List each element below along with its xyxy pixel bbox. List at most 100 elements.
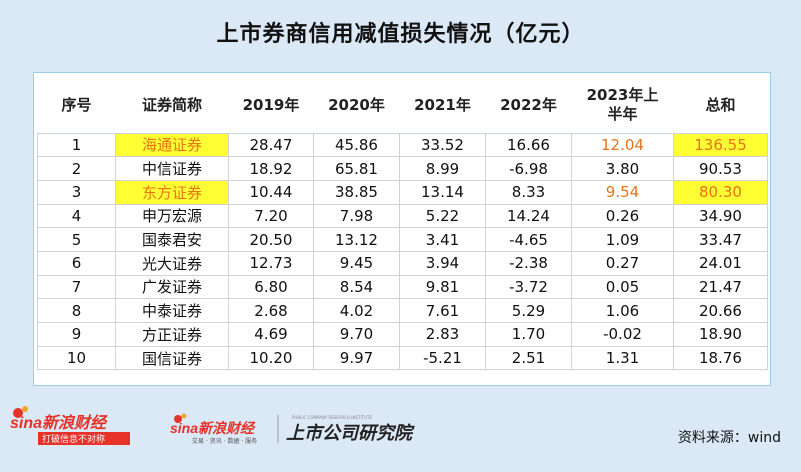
header-2020: 2020年: [313, 78, 400, 134]
cell-y2022: 5.29: [485, 298, 572, 323]
cell-total: 24.01: [673, 250, 768, 276]
cell-y2022: 8.33: [485, 179, 572, 205]
cell-h2023: 1.09: [571, 227, 674, 252]
cell-name: 中泰证券: [115, 298, 229, 323]
cell-y2020: 9.97: [313, 345, 400, 371]
cell-name: 中信证券: [115, 156, 229, 181]
cell-y2020: 8.54: [313, 274, 400, 300]
sina2-main-text: sina新浪财经: [170, 420, 256, 436]
cell-h2023: 0.26: [571, 203, 674, 229]
table-row: 7 广发证券 6.80 8.54 9.81 -3.72 0.05 21.47: [37, 274, 768, 300]
cell-name: 东方证券: [115, 179, 229, 205]
cell-total: 21.47: [673, 274, 768, 300]
source-note: 资料来源：wind: [677, 430, 781, 446]
cell-y2021: 9.81: [399, 274, 486, 300]
cell-y2020: 9.45: [313, 250, 400, 276]
table-header-row: 序号 证券简称 2019年 2020年 2021年 2022年 2023年上半年…: [37, 78, 768, 134]
cell-y2020: 9.70: [313, 322, 400, 347]
cell-y2021: 13.14: [399, 179, 486, 205]
cell-h2023: 0.27: [571, 250, 674, 276]
cell-h2023: 0.05: [571, 274, 674, 300]
table-row: 2 中信证券 18.92 65.81 8.99 -6.98 3.80 90.53: [37, 156, 768, 181]
institute-small-text: PUBLIC COMPANY RESEARCH INSTITUTE: [292, 415, 372, 420]
table-row: 10 国信证券 10.20 9.97 -5.21 2.51 1.31 18.76: [37, 345, 768, 371]
cell-total: 20.66: [673, 298, 768, 323]
cell-name: 方正证券: [115, 322, 229, 347]
table-row: 3 东方证券 10.44 38.85 13.14 8.33 9.54 80.30: [37, 179, 768, 205]
table-row: 8 中泰证券 2.68 4.02 7.61 5.29 1.06 20.66: [37, 298, 768, 323]
cell-no: 5: [37, 227, 116, 252]
cell-total: 90.53: [673, 156, 768, 181]
cell-total: 18.76: [673, 345, 768, 371]
sina2-tag-text: 交易 · 资讯 · 数据 · 服务: [192, 437, 257, 445]
cell-y2021: 2.83: [399, 322, 486, 347]
cell-y2019: 10.20: [228, 345, 314, 371]
cell-y2020: 7.98: [313, 203, 400, 229]
cell-y2021: -5.21: [399, 345, 486, 371]
impairment-table: 序号 证券简称 2019年 2020年 2021年 2022年 2023年上半年…: [37, 78, 768, 371]
cell-y2019: 28.47: [228, 133, 314, 158]
cell-no: 8: [37, 298, 116, 323]
cell-y2022: -2.38: [485, 250, 572, 276]
cell-y2021: 3.41: [399, 227, 486, 252]
cell-no: 6: [37, 250, 116, 276]
sina1-main-text: sina新浪财经: [10, 414, 108, 432]
header-2022: 2022年: [485, 78, 572, 134]
table-row: 1 海通证券 28.47 45.86 33.52 16.66 12.04 136.55: [37, 133, 768, 158]
table-row: 6 光大证券 12.73 9.45 3.94 -2.38 0.27 24.01: [37, 250, 768, 276]
cell-y2022: 16.66: [485, 133, 572, 158]
cell-no: 3: [37, 179, 116, 205]
cell-name: 海通证券: [115, 133, 229, 158]
cell-h2023: -0.02: [571, 322, 674, 347]
cell-y2019: 7.20: [228, 203, 314, 229]
cell-total: 136.55: [673, 133, 768, 158]
cell-h2023: 1.06: [571, 298, 674, 323]
cell-y2019: 2.68: [228, 298, 314, 323]
cell-y2021: 5.22: [399, 203, 486, 229]
cell-name: 申万宏源: [115, 203, 229, 229]
institute-text: 上市公司研究院: [286, 423, 415, 444]
cell-no: 7: [37, 274, 116, 300]
table-row: 4 申万宏源 7.20 7.98 5.22 14.24 0.26 34.90: [37, 203, 768, 229]
cell-y2019: 4.69: [228, 322, 314, 347]
cell-y2019: 18.92: [228, 156, 314, 181]
header-2019: 2019年: [228, 78, 314, 134]
cell-y2019: 20.50: [228, 227, 314, 252]
cell-y2020: 38.85: [313, 179, 400, 205]
cell-y2022: 2.51: [485, 345, 572, 371]
cell-y2022: 1.70: [485, 322, 572, 347]
sina-finance-logo: sina新浪财经 打破信息不对称: [10, 406, 130, 445]
cell-y2020: 65.81: [313, 156, 400, 181]
header-2021: 2021年: [399, 78, 486, 134]
cell-y2021: 3.94: [399, 250, 486, 276]
cell-no: 10: [37, 345, 116, 371]
cell-y2021: 8.99: [399, 156, 486, 181]
cell-h2023: 3.80: [571, 156, 674, 181]
cell-y2019: 12.73: [228, 250, 314, 276]
header-2023h1: 2023年上半年: [571, 78, 674, 134]
cell-h2023: 1.31: [571, 345, 674, 371]
cell-no: 2: [37, 156, 116, 181]
cell-total: 18.90: [673, 322, 768, 347]
cell-name: 国泰君安: [115, 227, 229, 252]
header-no: 序号: [37, 78, 116, 134]
cell-h2023: 12.04: [571, 133, 674, 158]
cell-no: 9: [37, 322, 116, 347]
table-row: 5 国泰君安 20.50 13.12 3.41 -4.65 1.09 33.47: [37, 227, 768, 252]
cell-y2021: 33.52: [399, 133, 486, 158]
cell-y2022: -6.98: [485, 156, 572, 181]
header-name: 证券简称: [115, 78, 229, 134]
cell-no: 4: [37, 203, 116, 229]
cell-total: 33.47: [673, 227, 768, 252]
cell-y2020: 4.02: [313, 298, 400, 323]
header-total: 总和: [673, 78, 768, 134]
sina1-tag-text: 打破信息不对称: [42, 433, 105, 445]
page-title: 上市券商信用减值损失情况（亿元）: [216, 22, 585, 47]
cell-y2022: -4.65: [485, 227, 572, 252]
cell-total: 34.90: [673, 203, 768, 229]
cell-y2020: 45.86: [313, 133, 400, 158]
cell-no: 1: [37, 133, 116, 158]
cell-y2021: 7.61: [399, 298, 486, 323]
cell-y2020: 13.12: [313, 227, 400, 252]
cell-y2019: 6.80: [228, 274, 314, 300]
